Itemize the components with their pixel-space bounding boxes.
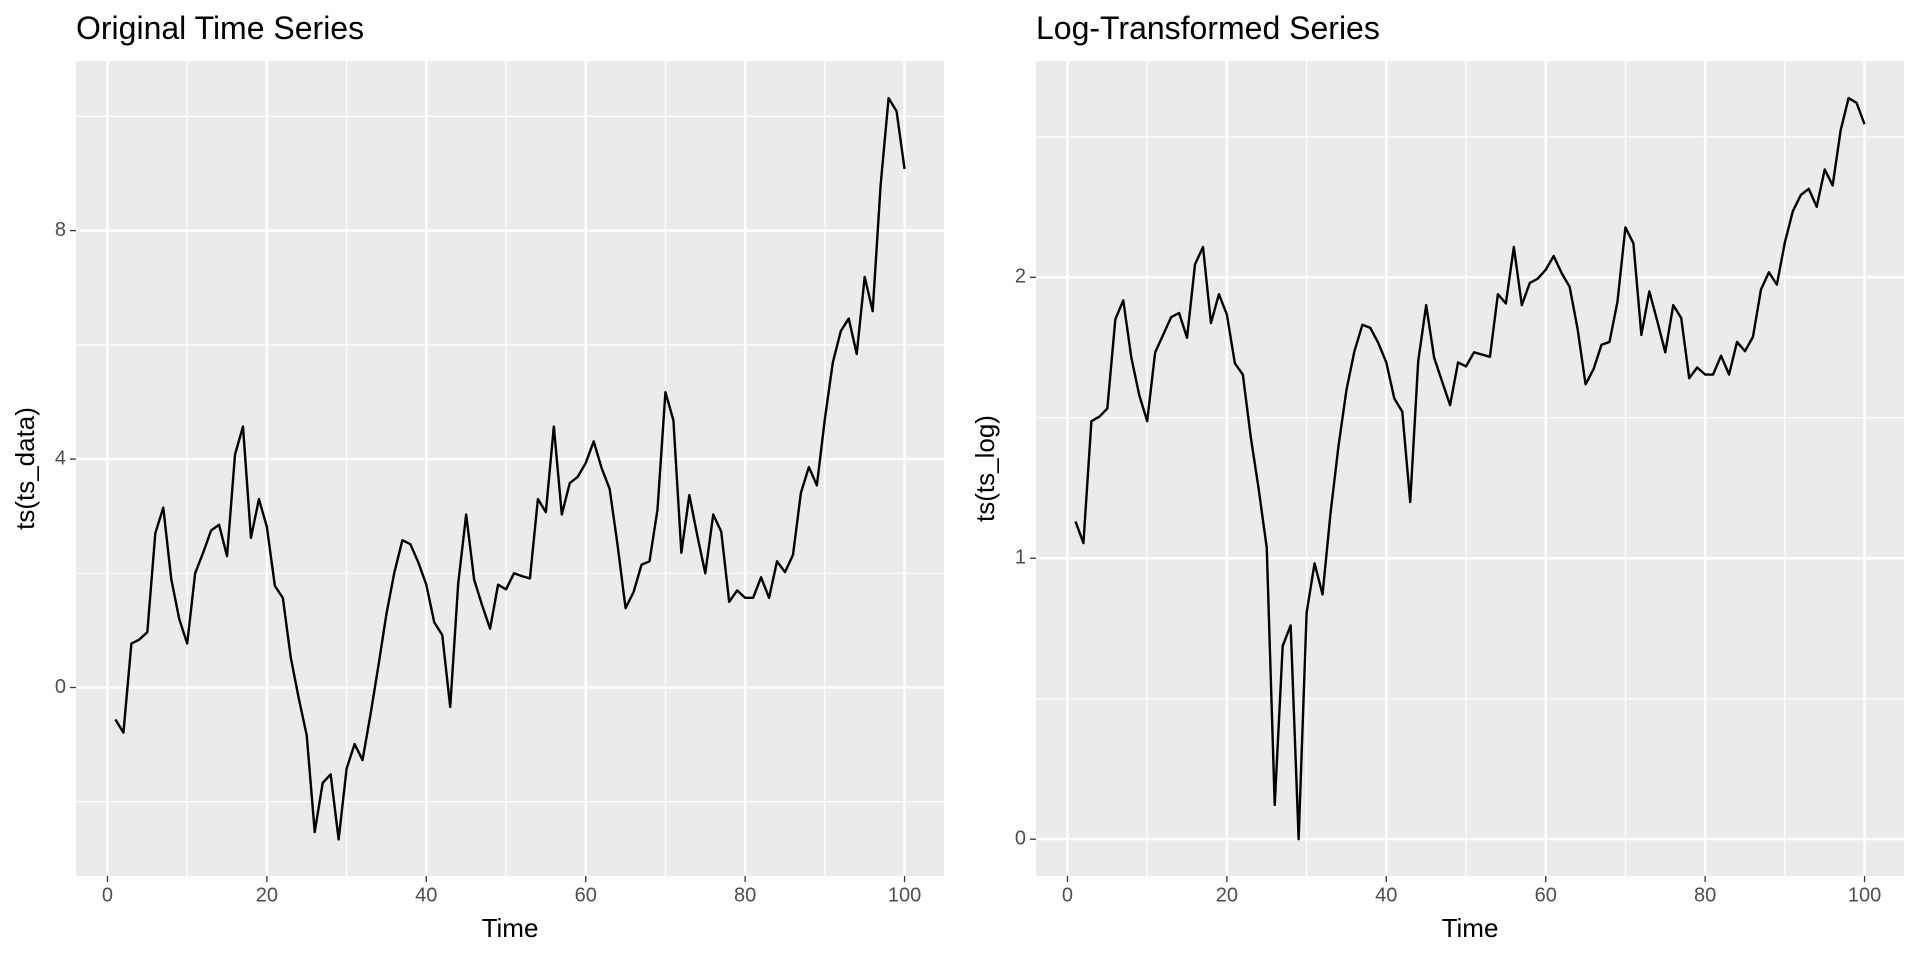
x-tick-label: 0 [102, 884, 113, 906]
x-tick-label: 100 [1848, 884, 1881, 906]
y-axis-title: ts(ts_log) [970, 415, 1000, 522]
chart-title: Log-Transformed Series [1036, 10, 1380, 46]
series-line [114, 96, 906, 841]
x-tick-label: 40 [415, 884, 437, 906]
y-tick-label: 0 [1015, 827, 1026, 849]
series-line [1074, 96, 1866, 841]
x-axis-title: Time [1442, 913, 1499, 943]
x-tick-label: 80 [1694, 884, 1716, 906]
y-tick-label: 4 [55, 447, 66, 469]
y-tick-label: 0 [55, 676, 66, 698]
x-tick-label: 60 [1535, 884, 1557, 906]
y-tick-label: 2 [1015, 266, 1026, 288]
y-tick-label: 8 [55, 219, 66, 241]
x-axis-title: Time [482, 913, 539, 943]
x-tick-label: 80 [734, 884, 756, 906]
x-tick-label: 40 [1375, 884, 1397, 906]
panel-background [76, 61, 944, 876]
x-tick-label: 60 [575, 884, 597, 906]
y-tick-label: 1 [1015, 547, 1026, 569]
x-tick-label: 0 [1062, 884, 1073, 906]
x-tick-label: 100 [888, 884, 921, 906]
x-tick-label: 20 [1216, 884, 1238, 906]
y-axis-title: ts(ts_data) [10, 407, 40, 530]
panel-background [1036, 61, 1904, 876]
x-tick-label: 20 [256, 884, 278, 906]
chart-title: Original Time Series [76, 10, 364, 46]
